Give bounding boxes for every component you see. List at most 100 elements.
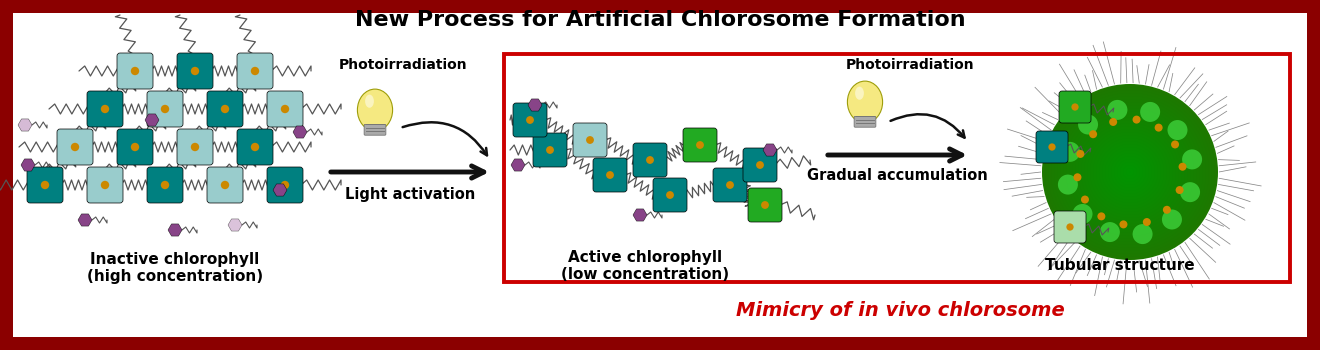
Circle shape: [1133, 116, 1140, 124]
Bar: [504, 54, 1290, 282]
Circle shape: [100, 105, 110, 113]
Circle shape: [1119, 220, 1127, 229]
Circle shape: [1072, 114, 1188, 230]
FancyBboxPatch shape: [207, 167, 243, 203]
Ellipse shape: [855, 86, 863, 100]
Circle shape: [1109, 118, 1117, 126]
FancyBboxPatch shape: [364, 124, 385, 135]
FancyBboxPatch shape: [1053, 211, 1086, 243]
Circle shape: [1155, 124, 1163, 132]
Circle shape: [1051, 93, 1209, 251]
Circle shape: [1100, 222, 1119, 242]
Circle shape: [726, 181, 734, 189]
Text: Inactive chlorophyll
(high concentration): Inactive chlorophyll (high concentration…: [87, 252, 263, 284]
FancyBboxPatch shape: [177, 53, 213, 89]
Circle shape: [1107, 150, 1152, 194]
FancyBboxPatch shape: [1059, 91, 1092, 123]
Circle shape: [1171, 140, 1179, 148]
Circle shape: [1081, 196, 1089, 204]
Circle shape: [1078, 120, 1181, 224]
Circle shape: [1167, 120, 1188, 140]
Circle shape: [1067, 108, 1195, 236]
Circle shape: [1093, 135, 1167, 209]
Circle shape: [281, 181, 289, 189]
Circle shape: [1076, 150, 1084, 158]
Circle shape: [1069, 111, 1191, 233]
Circle shape: [191, 67, 199, 75]
Polygon shape: [18, 119, 32, 131]
Circle shape: [220, 181, 230, 189]
FancyBboxPatch shape: [26, 167, 63, 203]
Circle shape: [281, 105, 289, 113]
Circle shape: [1176, 186, 1184, 194]
Circle shape: [1163, 206, 1171, 214]
Circle shape: [1180, 182, 1200, 202]
Text: Tubular structure: Tubular structure: [1045, 259, 1195, 273]
Circle shape: [1133, 224, 1152, 244]
Circle shape: [667, 191, 675, 199]
Circle shape: [1097, 212, 1105, 220]
Circle shape: [131, 143, 139, 151]
Circle shape: [251, 67, 259, 75]
Circle shape: [1048, 144, 1056, 150]
Circle shape: [1111, 153, 1148, 191]
Text: Gradual accumulation: Gradual accumulation: [807, 168, 987, 182]
FancyBboxPatch shape: [513, 103, 546, 137]
FancyBboxPatch shape: [117, 129, 153, 165]
Circle shape: [1060, 102, 1200, 242]
Circle shape: [1117, 159, 1143, 185]
FancyBboxPatch shape: [87, 91, 123, 127]
FancyBboxPatch shape: [147, 91, 183, 127]
Ellipse shape: [847, 81, 883, 123]
Circle shape: [1081, 123, 1179, 221]
Circle shape: [1126, 168, 1134, 176]
Polygon shape: [293, 126, 308, 138]
Circle shape: [161, 181, 169, 189]
Circle shape: [1067, 223, 1073, 231]
FancyBboxPatch shape: [57, 129, 92, 165]
Circle shape: [1129, 171, 1131, 173]
Circle shape: [1090, 132, 1170, 212]
Text: Photoirradiation: Photoirradiation: [339, 58, 467, 72]
Circle shape: [1063, 105, 1197, 239]
Ellipse shape: [366, 94, 374, 108]
FancyBboxPatch shape: [238, 129, 273, 165]
Circle shape: [1084, 126, 1176, 218]
Polygon shape: [528, 99, 543, 111]
Circle shape: [756, 161, 764, 169]
FancyBboxPatch shape: [207, 91, 243, 127]
Circle shape: [220, 105, 230, 113]
Circle shape: [546, 146, 554, 154]
Ellipse shape: [358, 89, 392, 131]
Circle shape: [1140, 102, 1160, 122]
Text: Mimicry of in vivo chlorosome: Mimicry of in vivo chlorosome: [735, 301, 1064, 320]
FancyBboxPatch shape: [533, 133, 568, 167]
Text: New Process for Artificial Chlorosome Formation: New Process for Artificial Chlorosome Fo…: [355, 10, 965, 30]
Circle shape: [251, 143, 259, 151]
FancyBboxPatch shape: [147, 167, 183, 203]
Polygon shape: [273, 184, 286, 196]
Circle shape: [1060, 142, 1080, 162]
Circle shape: [1089, 130, 1097, 138]
FancyBboxPatch shape: [748, 188, 781, 222]
FancyBboxPatch shape: [593, 158, 627, 192]
FancyBboxPatch shape: [267, 167, 304, 203]
FancyBboxPatch shape: [653, 178, 686, 212]
Circle shape: [71, 143, 79, 151]
Circle shape: [1143, 218, 1151, 226]
Circle shape: [1179, 163, 1187, 171]
Polygon shape: [511, 159, 525, 171]
Circle shape: [1107, 100, 1127, 120]
Text: Light activation: Light activation: [345, 187, 475, 202]
Circle shape: [1162, 210, 1181, 230]
Circle shape: [1105, 147, 1155, 197]
Text: Photoirradiation: Photoirradiation: [846, 58, 974, 72]
Circle shape: [1078, 114, 1098, 134]
Circle shape: [586, 136, 594, 144]
Circle shape: [1057, 99, 1203, 245]
Polygon shape: [78, 214, 92, 226]
Circle shape: [1073, 173, 1081, 181]
Circle shape: [1183, 149, 1203, 169]
Circle shape: [100, 181, 110, 189]
Circle shape: [696, 141, 704, 149]
